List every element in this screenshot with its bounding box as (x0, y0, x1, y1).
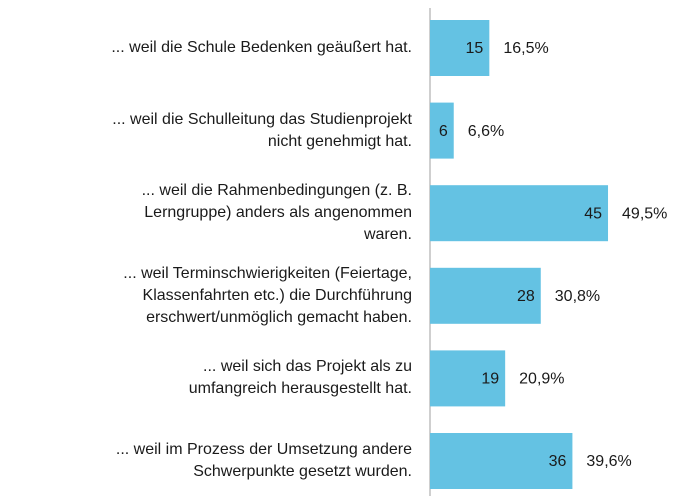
percent-label: 16,5% (503, 40, 548, 57)
category-label: ... weil im Prozess der Umsetzung andere… (115, 441, 412, 480)
value-label: 19 (481, 371, 499, 388)
value-label: 28 (517, 288, 535, 305)
category-label: ... weil die Rahmenbedingungen (z. B. Le… (141, 182, 412, 244)
bar (430, 267, 541, 324)
category-label: ... weil die Schule Bedenken geäußert ha… (111, 39, 412, 56)
percent-label: 39,6% (586, 453, 631, 470)
value-label: 6 (439, 123, 448, 140)
category-label: ... weil sich das Projekt als zu umfangr… (188, 358, 412, 398)
bar (430, 102, 454, 159)
bar (430, 350, 506, 407)
value-label: 15 (466, 40, 484, 57)
bar (430, 433, 573, 489)
percent-label: 6,6% (468, 123, 504, 140)
value-label: 36 (549, 453, 567, 470)
category-label: ... weil die Schulleitung das Studienpro… (112, 110, 412, 150)
value-label: 45 (584, 205, 602, 222)
percent-label: 20,9% (519, 371, 564, 388)
category-label: ... weil Terminschwierigkeiten (Feiertag… (123, 264, 412, 326)
bar (430, 185, 609, 242)
percent-label: 49,5% (622, 205, 667, 222)
percent-label: 30,8% (555, 288, 600, 305)
bar (430, 20, 490, 76)
